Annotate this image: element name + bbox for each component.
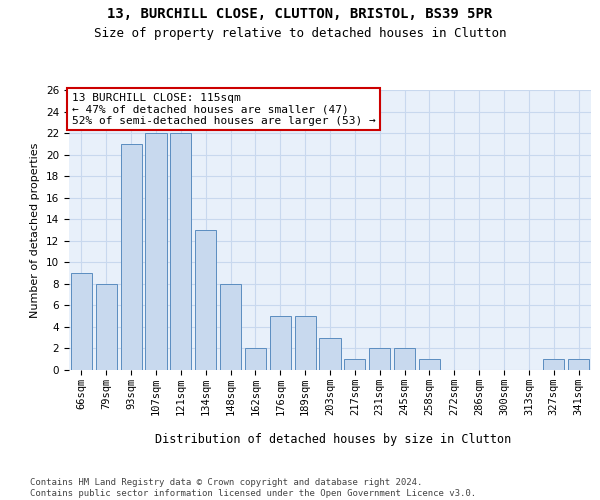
Text: Size of property relative to detached houses in Clutton: Size of property relative to detached ho… bbox=[94, 28, 506, 40]
Text: 13 BURCHILL CLOSE: 115sqm
← 47% of detached houses are smaller (47)
52% of semi-: 13 BURCHILL CLOSE: 115sqm ← 47% of detac… bbox=[71, 93, 376, 126]
Bar bbox=[394, 348, 415, 370]
Bar bbox=[270, 316, 291, 370]
Bar bbox=[195, 230, 216, 370]
Y-axis label: Number of detached properties: Number of detached properties bbox=[31, 142, 40, 318]
Bar bbox=[170, 133, 191, 370]
Bar bbox=[344, 359, 365, 370]
Text: Distribution of detached houses by size in Clutton: Distribution of detached houses by size … bbox=[155, 432, 511, 446]
Bar bbox=[245, 348, 266, 370]
Bar bbox=[121, 144, 142, 370]
Bar bbox=[568, 359, 589, 370]
Bar bbox=[220, 284, 241, 370]
Text: Contains HM Land Registry data © Crown copyright and database right 2024.
Contai: Contains HM Land Registry data © Crown c… bbox=[30, 478, 476, 498]
Bar bbox=[543, 359, 564, 370]
Bar bbox=[145, 133, 167, 370]
Text: 13, BURCHILL CLOSE, CLUTTON, BRISTOL, BS39 5PR: 13, BURCHILL CLOSE, CLUTTON, BRISTOL, BS… bbox=[107, 8, 493, 22]
Bar bbox=[369, 348, 390, 370]
Bar bbox=[419, 359, 440, 370]
Bar bbox=[295, 316, 316, 370]
Bar bbox=[71, 273, 92, 370]
Bar bbox=[96, 284, 117, 370]
Bar bbox=[319, 338, 341, 370]
